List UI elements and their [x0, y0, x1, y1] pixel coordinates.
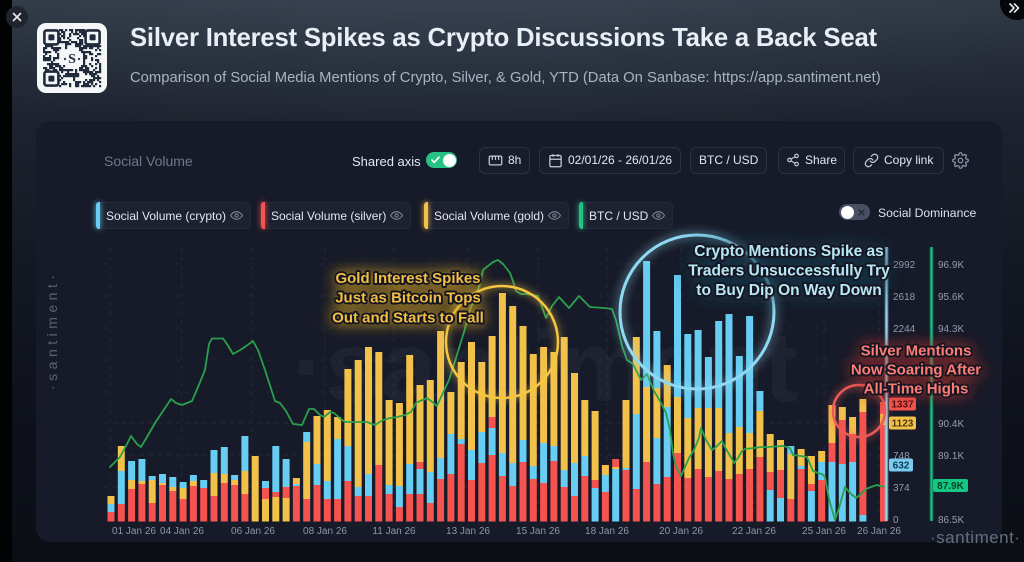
svg-text:06 Jan 26: 06 Jan 26: [231, 526, 275, 537]
svg-text:87.9K: 87.9K: [937, 481, 964, 492]
svg-text:All-Time Highs: All-Time Highs: [864, 381, 969, 398]
svg-text:748: 748: [893, 451, 910, 462]
svg-text:15 Jan 26: 15 Jan 26: [516, 526, 560, 537]
svg-text:22 Jan 26: 22 Jan 26: [732, 526, 776, 537]
svg-text:Crypto Mentions Spike as: Crypto Mentions Spike as: [694, 243, 883, 260]
svg-text:13 Jan 26: 13 Jan 26: [446, 526, 490, 537]
svg-text:01 Jan 26: 01 Jan 26: [112, 526, 156, 537]
svg-text:89.1K: 89.1K: [938, 451, 964, 462]
svg-text:Gold Interest Spikes: Gold Interest Spikes: [335, 270, 480, 287]
svg-text:2244: 2244: [893, 324, 916, 335]
svg-text:04 Jan 26: 04 Jan 26: [160, 526, 204, 537]
svg-text:S: S: [68, 52, 76, 67]
svg-text:1123: 1123: [892, 419, 914, 430]
svg-text:Silver Mentions: Silver Mentions: [861, 343, 972, 360]
svg-text:1337: 1337: [891, 400, 914, 411]
svg-text:25 Jan 26: 25 Jan 26: [802, 526, 846, 537]
svg-text:94.3K: 94.3K: [938, 324, 964, 335]
svg-text:20 Jan 26: 20 Jan 26: [659, 526, 703, 537]
svg-text:Just as Bitcoin Tops: Just as Bitcoin Tops: [335, 290, 481, 307]
svg-text:95.6K: 95.6K: [938, 292, 964, 303]
svg-text:18 Jan 26: 18 Jan 26: [585, 526, 629, 537]
svg-text:26 Jan 26: 26 Jan 26: [857, 526, 901, 537]
svg-text:374: 374: [893, 483, 910, 494]
svg-text:0: 0: [893, 515, 899, 526]
svg-text:2618: 2618: [893, 292, 916, 303]
svg-text:Out and Starts to Fall: Out and Starts to Fall: [332, 309, 484, 326]
svg-text:632: 632: [893, 461, 910, 472]
svg-text:96.9K: 96.9K: [938, 260, 964, 271]
svg-text:08 Jan 26: 08 Jan 26: [303, 526, 347, 537]
svg-text:Now Soaring After: Now Soaring After: [851, 362, 981, 379]
svg-text:2992: 2992: [893, 260, 916, 271]
svg-text:Traders Unsuccessfully Try: Traders Unsuccessfully Try: [688, 263, 890, 280]
svg-text:to Buy Dip On Way Down: to Buy Dip On Way Down: [696, 282, 881, 299]
svg-text:11 Jan 26: 11 Jan 26: [372, 526, 416, 537]
svg-text:90.4K: 90.4K: [938, 419, 964, 430]
svg-text:86.5K: 86.5K: [938, 515, 964, 526]
